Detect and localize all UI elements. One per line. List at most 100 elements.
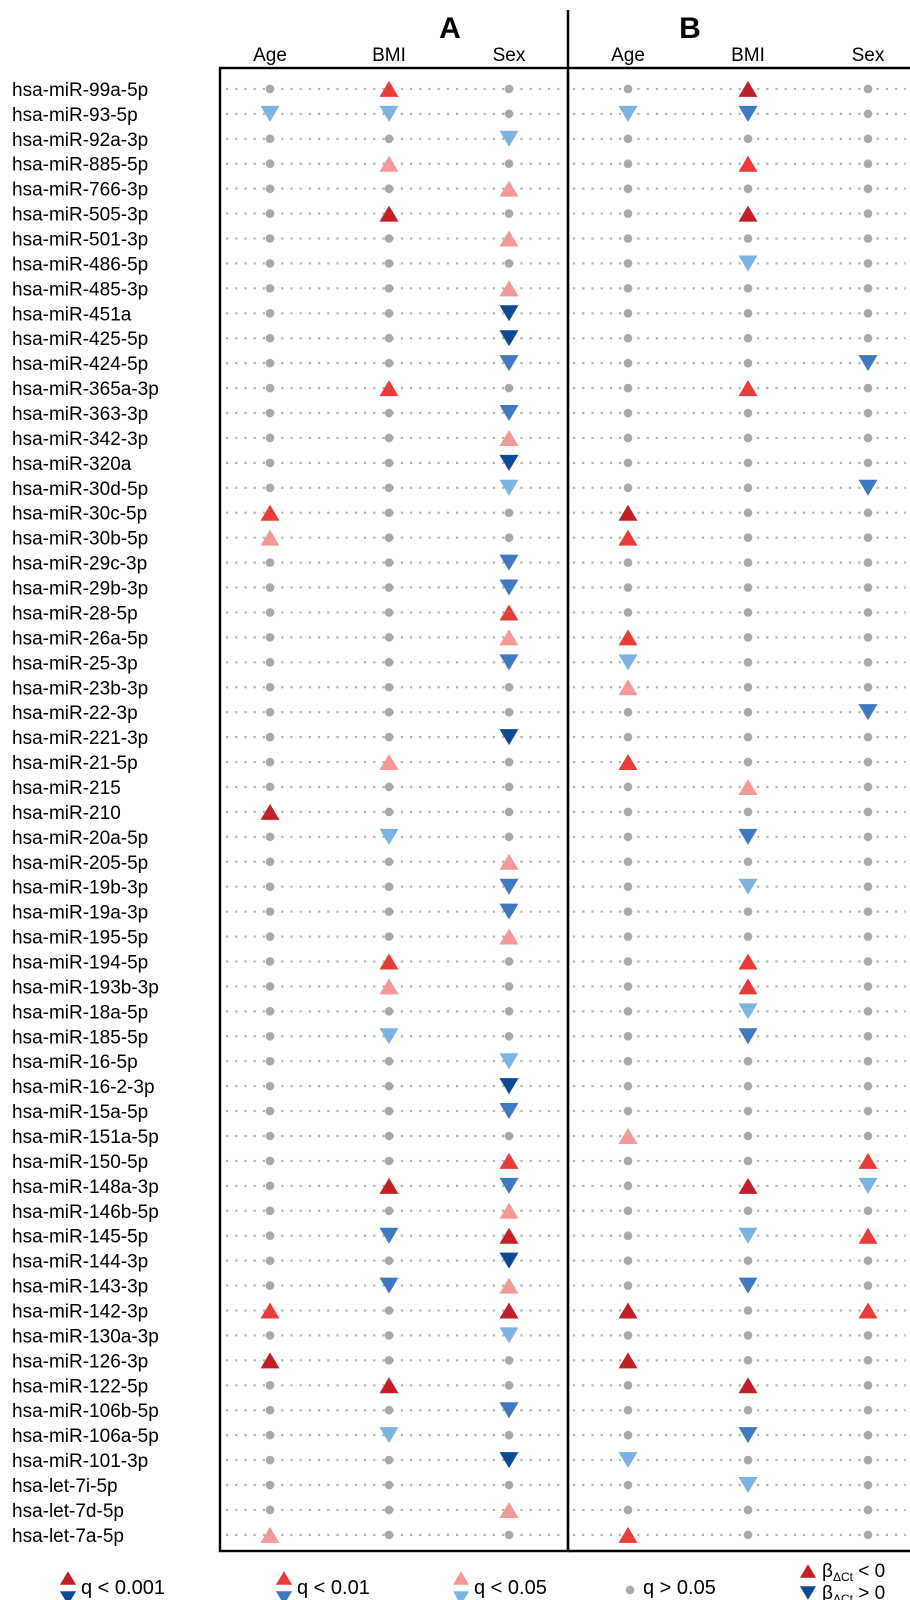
legend-q01-up-triangle [275, 1571, 293, 1585]
row-label: hsa-miR-363-3p [12, 404, 148, 425]
ns-dot [863, 408, 873, 418]
ns-dot [384, 1331, 394, 1340]
up-triangle-mark [379, 953, 399, 970]
row-label: hsa-miR-21-5p [12, 753, 138, 774]
down-triangle-mark [379, 1427, 399, 1444]
ns-dot [384, 1081, 394, 1091]
ns-dot [623, 807, 633, 817]
row-label: hsa-miR-18a-5p [12, 1002, 148, 1023]
row-label: hsa-miR-16-5p [12, 1052, 138, 1073]
ns-dot [743, 907, 753, 916]
up-triangle-mark [499, 604, 519, 621]
ns-dot [265, 84, 275, 94]
ns-dot [623, 184, 633, 193]
ns-dot [384, 1306, 394, 1315]
down-triangle-mark [499, 1078, 519, 1095]
up-triangle-mark [858, 1152, 878, 1169]
ns-dot [863, 907, 873, 916]
ns-dot [863, 658, 873, 667]
down-triangle-mark [379, 828, 399, 845]
ns-dot [623, 782, 633, 792]
row-label: hsa-miR-195-5p [12, 928, 148, 949]
up-triangle-mark [618, 504, 638, 521]
ns-dot [265, 1131, 275, 1141]
up-triangle-mark [618, 754, 638, 771]
ns-dot [743, 1256, 753, 1265]
ns-dot [384, 433, 394, 443]
down-triangle-mark [858, 479, 878, 496]
ns-dot [623, 1106, 633, 1116]
ns-dot [265, 558, 275, 567]
ns-dot [384, 1206, 394, 1216]
down-triangle-mark [260, 105, 280, 122]
ns-dot [863, 109, 873, 119]
ns-dot [384, 807, 394, 817]
down-triangle-mark [618, 105, 638, 122]
ns-dot [265, 408, 275, 418]
row-label: hsa-miR-22-3p [12, 703, 138, 724]
down-triangle-mark [499, 1053, 519, 1070]
ns-dot [743, 333, 753, 343]
ns-dot [504, 807, 514, 817]
ns-dot [265, 882, 275, 891]
column-header-a-sex: Sex [493, 45, 526, 66]
legend-q01-label: q < 0.01 [297, 1577, 370, 1599]
row-gridlines [226, 87, 906, 1536]
ns-dot [265, 633, 275, 642]
ns-dot [863, 1206, 873, 1216]
ns-dot [863, 1430, 873, 1440]
row-label: hsa-miR-28-5p [12, 603, 138, 624]
legend-qns-label: q > 0.05 [643, 1577, 716, 1599]
down-triangle-mark [499, 479, 519, 496]
row-label: hsa-miR-106a-5p [12, 1426, 159, 1447]
ns-dot [265, 832, 275, 842]
ns-dot [623, 982, 633, 991]
ns-dot [504, 957, 514, 966]
data-marks [260, 80, 878, 1543]
ns-dot [623, 1081, 633, 1091]
ns-dot [504, 782, 514, 792]
ns-dot [265, 234, 275, 243]
column-headers: Age BMI Sex Age BMI Sex [253, 45, 885, 66]
up-triangle-mark [379, 1377, 399, 1394]
ns-dot [863, 633, 873, 642]
ns-dot [623, 234, 633, 243]
ns-dot [384, 1131, 394, 1141]
ns-dot [384, 483, 394, 493]
ns-dot [623, 1380, 633, 1390]
up-triangle-mark [618, 529, 638, 546]
legend-q001-label: q < 0.001 [81, 1577, 165, 1599]
ns-dot [743, 1530, 753, 1540]
row-label: hsa-miR-148a-3p [12, 1177, 159, 1198]
ns-dot [265, 1206, 275, 1216]
ns-dot [623, 882, 633, 891]
ns-dot [623, 483, 633, 493]
ns-dot [504, 682, 514, 692]
up-triangle-mark [379, 80, 399, 97]
ns-dot [863, 458, 873, 468]
ns-dot [623, 259, 633, 268]
ns-dot [623, 84, 633, 94]
ns-dot [265, 1231, 275, 1241]
ns-dot [384, 633, 394, 642]
down-triangle-mark [738, 1277, 758, 1294]
row-label: hsa-miR-424-5p [12, 354, 148, 375]
ns-dot [265, 1405, 275, 1415]
row-label: hsa-miR-16-2-3p [12, 1077, 155, 1098]
ns-dot [265, 1480, 275, 1490]
up-triangle-mark [260, 803, 280, 820]
down-triangle-mark [738, 255, 758, 272]
ns-dot [265, 608, 275, 617]
ns-dot [384, 358, 394, 368]
row-label: hsa-miR-320a [12, 454, 132, 475]
row-label: hsa-miR-15a-5p [12, 1102, 148, 1123]
down-triangle-mark [738, 828, 758, 845]
row-label: hsa-miR-126-3p [12, 1351, 148, 1372]
ns-dot [623, 309, 633, 318]
row-label: hsa-miR-151a-5p [12, 1127, 159, 1148]
row-label: hsa-miR-23b-3p [12, 678, 148, 699]
ns-dot [504, 1007, 514, 1016]
ns-dot [863, 508, 873, 518]
ns-dot [384, 333, 394, 343]
